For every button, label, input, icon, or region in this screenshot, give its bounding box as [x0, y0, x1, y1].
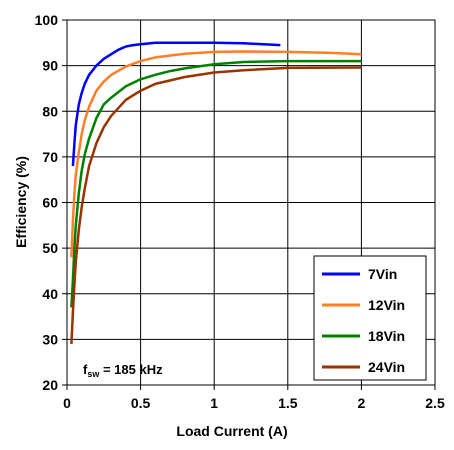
- series-line-12vin: [70, 50, 362, 258]
- legend: 7Vin 12Vin 18Vin 24Vin: [313, 255, 427, 381]
- y-tick-label: 40: [42, 286, 58, 302]
- y-axis: 20 30 40 50 60 70 80 90 100: [35, 12, 67, 393]
- fsw-annotation-text: fsw = 185 kHz: [83, 362, 163, 379]
- x-tick-label: 0: [63, 395, 71, 411]
- y-tick-label: 100: [35, 12, 59, 28]
- y-tick-label: 90: [42, 58, 58, 74]
- legend-box: [313, 255, 427, 381]
- x-axis: 0 0.5 1 1.5 2 2.5: [63, 385, 445, 411]
- x-tick-label: 2.5: [425, 395, 445, 411]
- y-tick-label: 80: [42, 103, 58, 119]
- legend-label-18vin: 18Vin: [368, 328, 405, 344]
- fsw-annotation-rest: = 185 kHz: [99, 362, 163, 377]
- series-line-7vin: [71, 41, 281, 167]
- y-axis-title: Efficiency (%): [13, 156, 29, 248]
- fsw-annotation-sub: sw: [87, 369, 100, 379]
- legend-label-12vin: 12Vin: [368, 297, 405, 313]
- fsw-annotation: fsw = 185 kHz: [83, 362, 163, 379]
- x-tick-label: 2: [358, 395, 366, 411]
- legend-label-7vin: 7Vin: [368, 266, 397, 282]
- y-tick-label: 50: [42, 240, 58, 256]
- x-tick-label: 1: [210, 395, 218, 411]
- series-line-24vin: [70, 66, 362, 344]
- y-tick-label: 20: [42, 377, 58, 393]
- series-lines: [70, 41, 362, 344]
- x-tick-label: 1.5: [278, 395, 298, 411]
- series-line-18vin: [70, 59, 362, 308]
- fsw-annotation-main: f: [83, 362, 88, 377]
- x-tick-label: 0.5: [131, 395, 151, 411]
- y-tick-label: 70: [42, 149, 58, 165]
- y-tick-label: 60: [42, 195, 58, 211]
- x-axis-title: Load Current (A): [176, 423, 287, 439]
- y-tick-label: 30: [42, 331, 58, 347]
- legend-label-24vin: 24Vin: [368, 359, 405, 375]
